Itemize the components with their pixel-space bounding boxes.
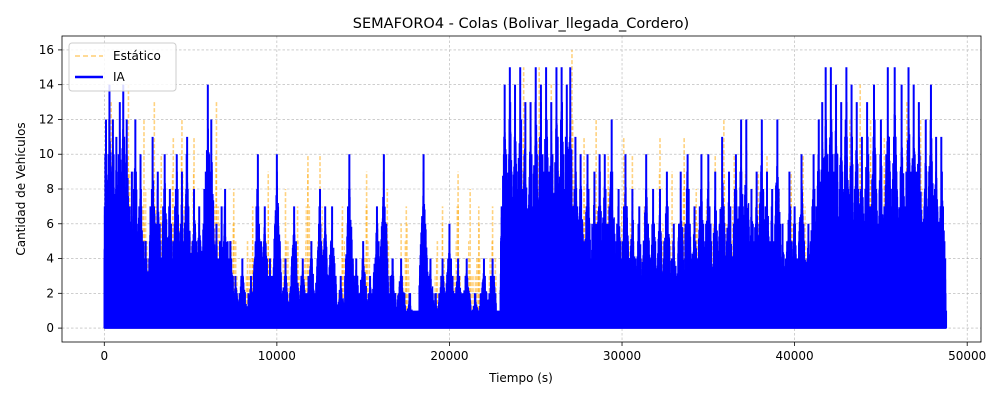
x-tick-label: 0 [100, 349, 108, 363]
legend: Estático IA [68, 42, 177, 92]
series-dense-fill [103, 102, 948, 329]
x-tick-label: 10000 [258, 349, 296, 363]
x-tick-label: 50000 [948, 349, 986, 363]
x-axis-label: Tiempo (s) [488, 371, 553, 385]
y-tick-label: 12 [39, 112, 54, 126]
x-tick-label: 40000 [776, 349, 814, 363]
y-tick-label: 16 [39, 43, 54, 57]
y-tick-label: 4 [46, 252, 54, 266]
legend-label-ia: IA [113, 70, 126, 84]
series-ia [103, 67, 948, 329]
y-tick-label: 14 [39, 78, 54, 92]
x-tick-label: 30000 [603, 349, 641, 363]
legend-box [68, 42, 177, 92]
y-tick-label: 6 [46, 217, 54, 231]
y-tick-label: 0 [46, 321, 54, 335]
y-tick-label: 10 [39, 147, 54, 161]
axis-ticks: 0 10000 20000 30000 40000 50000 0 2 4 6 8 10 12 14 16 [39, 43, 987, 363]
chart-title: SEMAFORO4 - Colas (Bolivar_llegada_Corde… [353, 16, 689, 32]
y-tick-label: 2 [46, 286, 54, 300]
legend-label-estatico: Estático [113, 49, 161, 63]
y-axis-label: Cantidad de Vehículos [14, 122, 28, 255]
y-tick-label: 8 [46, 182, 54, 196]
x-tick-label: 20000 [430, 349, 468, 363]
